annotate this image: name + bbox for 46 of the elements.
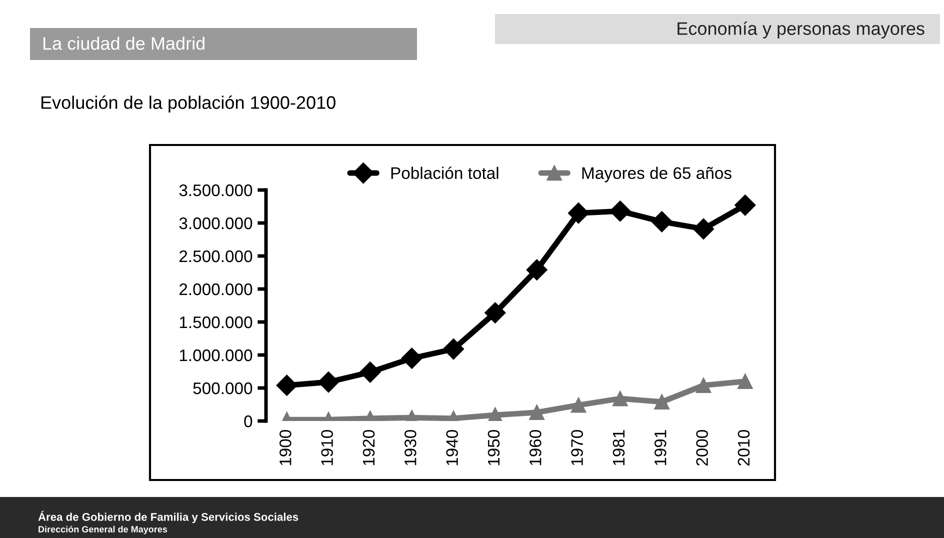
text: Economía y personas mayores [678,21,924,39]
x-tick-label: 1991 [654,430,666,466]
x-tick-label: 1950 [488,430,500,466]
y-tick-label: 1.000.000 [180,349,252,362]
point [360,362,381,383]
x-tick-label: 2010 [738,430,750,466]
text: Dirección General de Mayores [38,526,168,534]
point [612,390,628,406]
x-tick-label: 1960 [530,430,542,466]
x-tick-label: 2000 [696,430,708,466]
x-tick-label: 1910 [321,430,333,466]
x-tick-label: 1940 [446,430,458,466]
point [568,202,590,224]
point [318,372,340,393]
point [570,398,586,413]
point [442,338,464,360]
x-tick-label: 1920 [362,430,375,466]
y-tick-label: 3.000.000 [179,217,252,230]
x-tick-label: 1970 [571,430,583,466]
point [526,259,548,280]
point [692,218,714,240]
point [738,374,753,390]
y-tick-label: 3.500.000 [179,184,252,196]
chart-title: Evolución de la población 1900-2010 [41,95,336,113]
point [654,394,670,410]
point [484,302,506,324]
point [276,374,298,396]
point [734,194,756,216]
point [529,404,544,420]
y-tick-label: 2.000.000 [180,283,252,296]
point [696,378,712,393]
legend-label: Mayores de 65 años [582,166,732,182]
y-tick-label: 0 [244,415,252,428]
point [401,348,422,369]
x-tick-label: 1900 [280,430,292,466]
point [651,211,672,232]
y-tick-label: 2.500.000 [180,250,252,262]
y-tick-label: 1.500.000 [180,316,252,328]
text: Área de Gobierno de Familia y Servicios Sociales [38,510,298,524]
point [610,200,631,222]
x-tick-label: 1981 [612,430,625,466]
point [488,407,503,421]
legend-label: Población total [391,166,498,180]
y-tick-label: 500.000 [193,382,252,394]
x-tick-label: 1930 [404,430,416,466]
chart-subtitle: La ciudad de Madrid [43,36,204,50]
